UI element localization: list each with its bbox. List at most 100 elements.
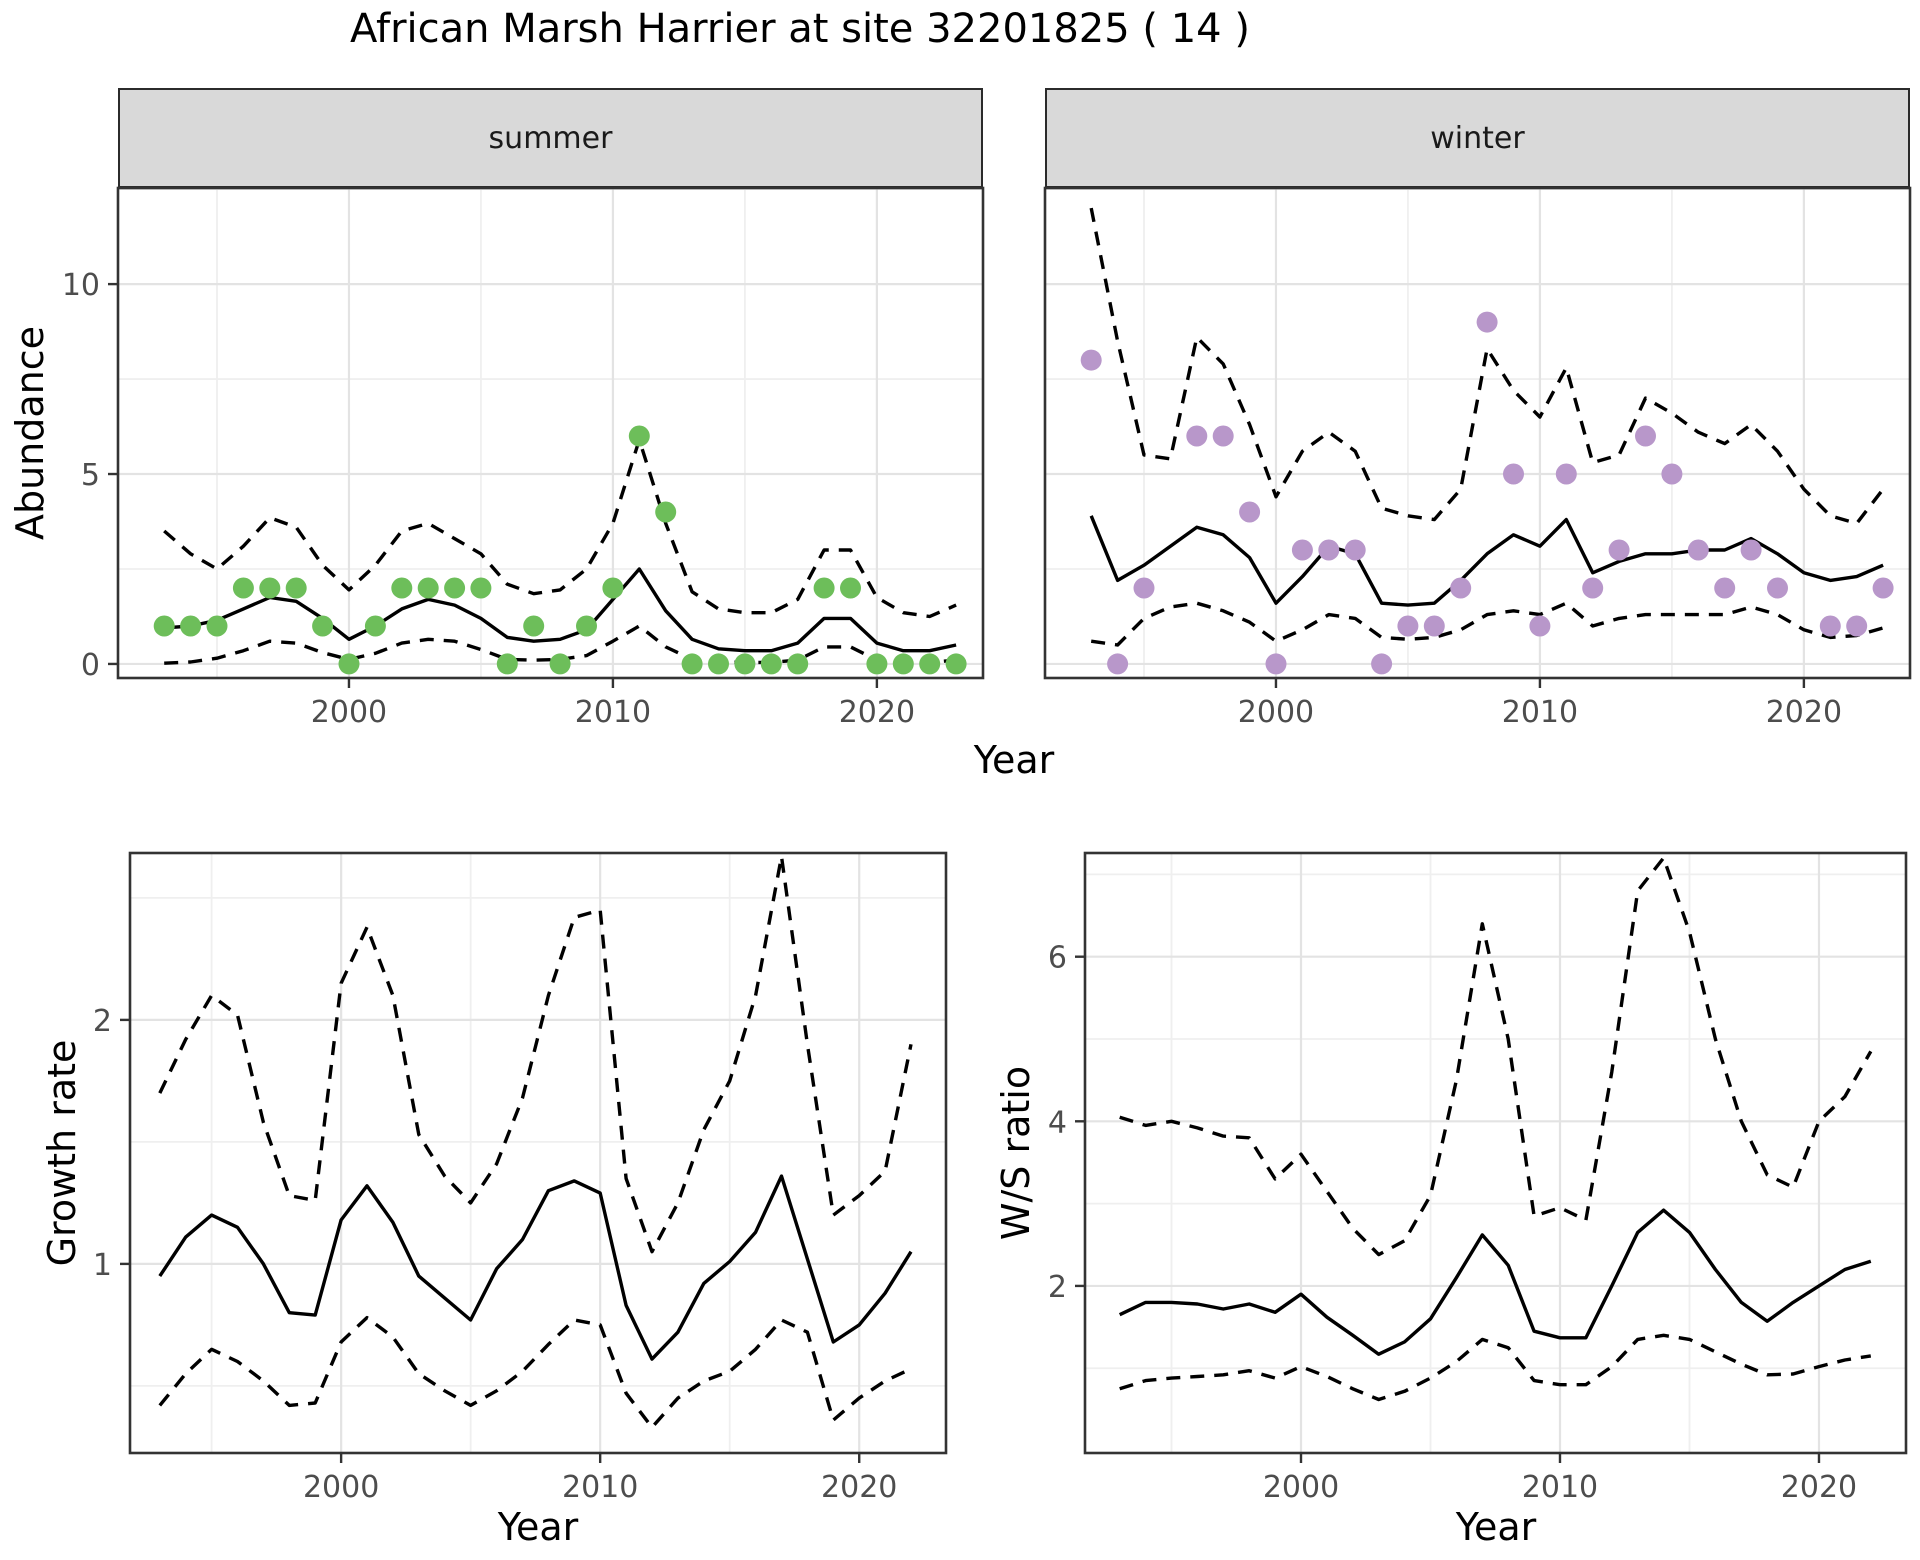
observed-points <box>1080 311 1894 675</box>
fitted-line <box>1118 1208 1872 1356</box>
data-point <box>1265 653 1287 675</box>
data-point <box>364 615 386 637</box>
series-lines <box>163 438 957 665</box>
upper_ci-line <box>163 438 957 619</box>
growth-rate-panel: 2000 2010 2020 1 2 <box>52 843 960 1535</box>
grid-major <box>130 853 946 1453</box>
data-point <box>444 577 466 599</box>
data-point <box>1423 615 1445 637</box>
data-point <box>1819 615 1841 637</box>
data-point <box>496 653 518 675</box>
data-point <box>840 577 861 599</box>
data-point <box>1555 463 1577 485</box>
lower_ci-line <box>158 1315 912 1430</box>
abundance-x-axis-title: Year <box>973 738 1055 782</box>
y-axis-ticks: 0 5 10 <box>62 268 118 683</box>
data-point <box>1239 501 1261 523</box>
data-point <box>1397 615 1419 637</box>
x-tick-label: 2010 <box>1522 1470 1598 1505</box>
data-point <box>1608 539 1630 561</box>
data-point <box>1661 463 1683 485</box>
data-point <box>1107 653 1129 675</box>
data-point <box>628 425 650 447</box>
data-point <box>1080 349 1102 371</box>
series-lines <box>1118 856 1873 1402</box>
x-tick-label: 2020 <box>839 695 915 730</box>
data-point <box>919 653 941 675</box>
x-tick-label: 2010 <box>562 1470 638 1505</box>
data-point <box>1212 425 1234 447</box>
y-tick-label: 1 <box>93 1248 112 1283</box>
x-axis-ticks: 2000 2010 2020 <box>1238 678 1842 730</box>
data-point <box>312 615 334 637</box>
data-point <box>180 615 202 637</box>
data-point <box>681 653 703 675</box>
fitted-line <box>1089 515 1884 607</box>
facet-strip-winter-label: winter <box>1430 120 1525 156</box>
grid-major <box>118 188 983 678</box>
x-tick-label: 2010 <box>1502 695 1578 730</box>
data-point <box>1582 577 1604 599</box>
fitted-line <box>158 1174 913 1361</box>
x-tick-label: 2000 <box>1263 1470 1339 1505</box>
facet-strip-summer-label: summer <box>488 120 613 156</box>
summer-abundance-panel: 2000 2010 2020 0 5 10 <box>40 178 997 760</box>
y-tick-label: 2 <box>93 1004 112 1039</box>
data-point <box>787 653 809 675</box>
data-point <box>602 577 624 599</box>
x-axis-ticks: 2000 2010 2020 <box>303 1453 897 1505</box>
data-point <box>1344 539 1366 561</box>
grid-minor <box>130 853 946 1453</box>
upper_ci-line <box>1089 207 1885 526</box>
data-point <box>206 615 228 637</box>
y-axis-ticks: 2 4 6 <box>1048 941 1085 1305</box>
data-point <box>1186 425 1208 447</box>
lower_ci-line <box>1119 1333 1872 1402</box>
panel-border <box>116 186 985 680</box>
panel-background <box>130 853 946 1453</box>
data-point <box>1476 311 1498 333</box>
data-point <box>1318 539 1340 561</box>
grid-minor <box>1085 853 1906 1453</box>
facet-strip-summer: summer <box>118 88 983 188</box>
panel-summer-svg: 2000 2010 2020 0 5 10 <box>62 186 985 730</box>
panel-border <box>128 851 948 1455</box>
data-point <box>1450 577 1472 599</box>
data-point <box>1714 577 1736 599</box>
data-point <box>866 653 888 675</box>
data-point <box>655 501 677 523</box>
data-point <box>1846 615 1868 637</box>
data-point <box>1503 463 1524 485</box>
series-lines <box>158 854 913 1430</box>
data-point <box>892 653 914 675</box>
panel-winter-svg: 2000 2010 2020 <box>1043 186 1912 730</box>
observed-points <box>153 425 967 675</box>
panel-border <box>1083 851 1908 1455</box>
panel-background <box>1085 853 1906 1453</box>
data-point <box>760 653 782 675</box>
x-tick-label: 2020 <box>821 1470 897 1505</box>
data-point <box>470 577 492 599</box>
data-point <box>1740 539 1762 561</box>
data-point <box>945 653 967 675</box>
x-tick-label: 2020 <box>1766 695 1842 730</box>
data-point <box>708 653 729 675</box>
data-point <box>734 653 756 675</box>
x-tick-label: 2000 <box>311 695 387 730</box>
data-point <box>338 653 360 675</box>
data-point <box>1872 577 1894 599</box>
data-point <box>523 615 545 637</box>
data-point <box>285 577 307 599</box>
winter-abundance-panel: 2000 2010 2020 <box>967 178 1920 760</box>
x-axis-ticks: 2000 2010 2020 <box>311 678 915 730</box>
data-point <box>417 577 439 599</box>
data-point <box>1291 539 1313 561</box>
ws-ratio-panel: 2000 2010 2020 2 4 6 <box>1007 843 1920 1535</box>
data-point <box>1767 577 1788 599</box>
y-tick-label: 2 <box>1048 1270 1067 1305</box>
y-axis-ticks: 12 <box>93 1004 130 1283</box>
upper_ci-line <box>1119 856 1873 1257</box>
data-point <box>391 577 413 599</box>
data-point <box>1635 425 1656 447</box>
